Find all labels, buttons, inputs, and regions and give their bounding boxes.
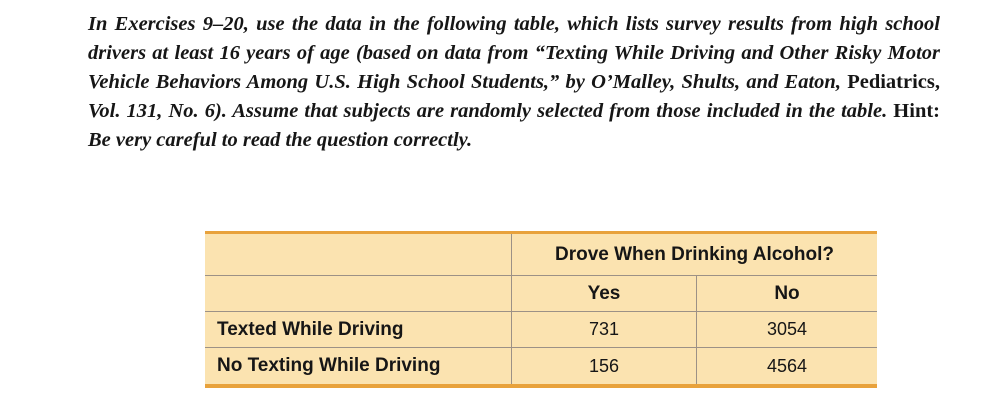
- value-no-texting-yes: 156: [511, 348, 696, 384]
- value-texted-yes: 731: [511, 312, 696, 348]
- journal-name-pediatrics: Pediatrics,: [847, 71, 940, 93]
- survey-results-table: Drove When Drinking Alcohol? Yes No Text…: [205, 231, 877, 388]
- table-corner-empty-cell: [205, 234, 511, 276]
- column-header-yes: Yes: [511, 276, 696, 312]
- value-texted-no: 3054: [696, 312, 877, 348]
- intro-italic-segment-3: Be very careful to read the question cor…: [88, 129, 473, 151]
- table-empty-subheader-cell: [205, 276, 511, 312]
- intro-italic-segment-2: Vol. 131, No. 6). Assume that subjects a…: [88, 100, 894, 122]
- hint-label: Hint:: [893, 100, 940, 122]
- row-label-no-texting-while-driving: No Texting While Driving: [217, 355, 441, 376]
- value-no-texting-no: 4564: [696, 348, 877, 384]
- table-spanning-header: Drove When Drinking Alcohol?: [511, 234, 877, 276]
- intro-italic-segment-1: In Exercises 9–20, use the data in the f…: [88, 13, 940, 93]
- exercise-instructions-paragraph: In Exercises 9–20, use the data in the f…: [88, 10, 940, 155]
- row-label-texted-while-driving: Texted While Driving: [205, 312, 511, 348]
- column-header-no: No: [696, 276, 877, 312]
